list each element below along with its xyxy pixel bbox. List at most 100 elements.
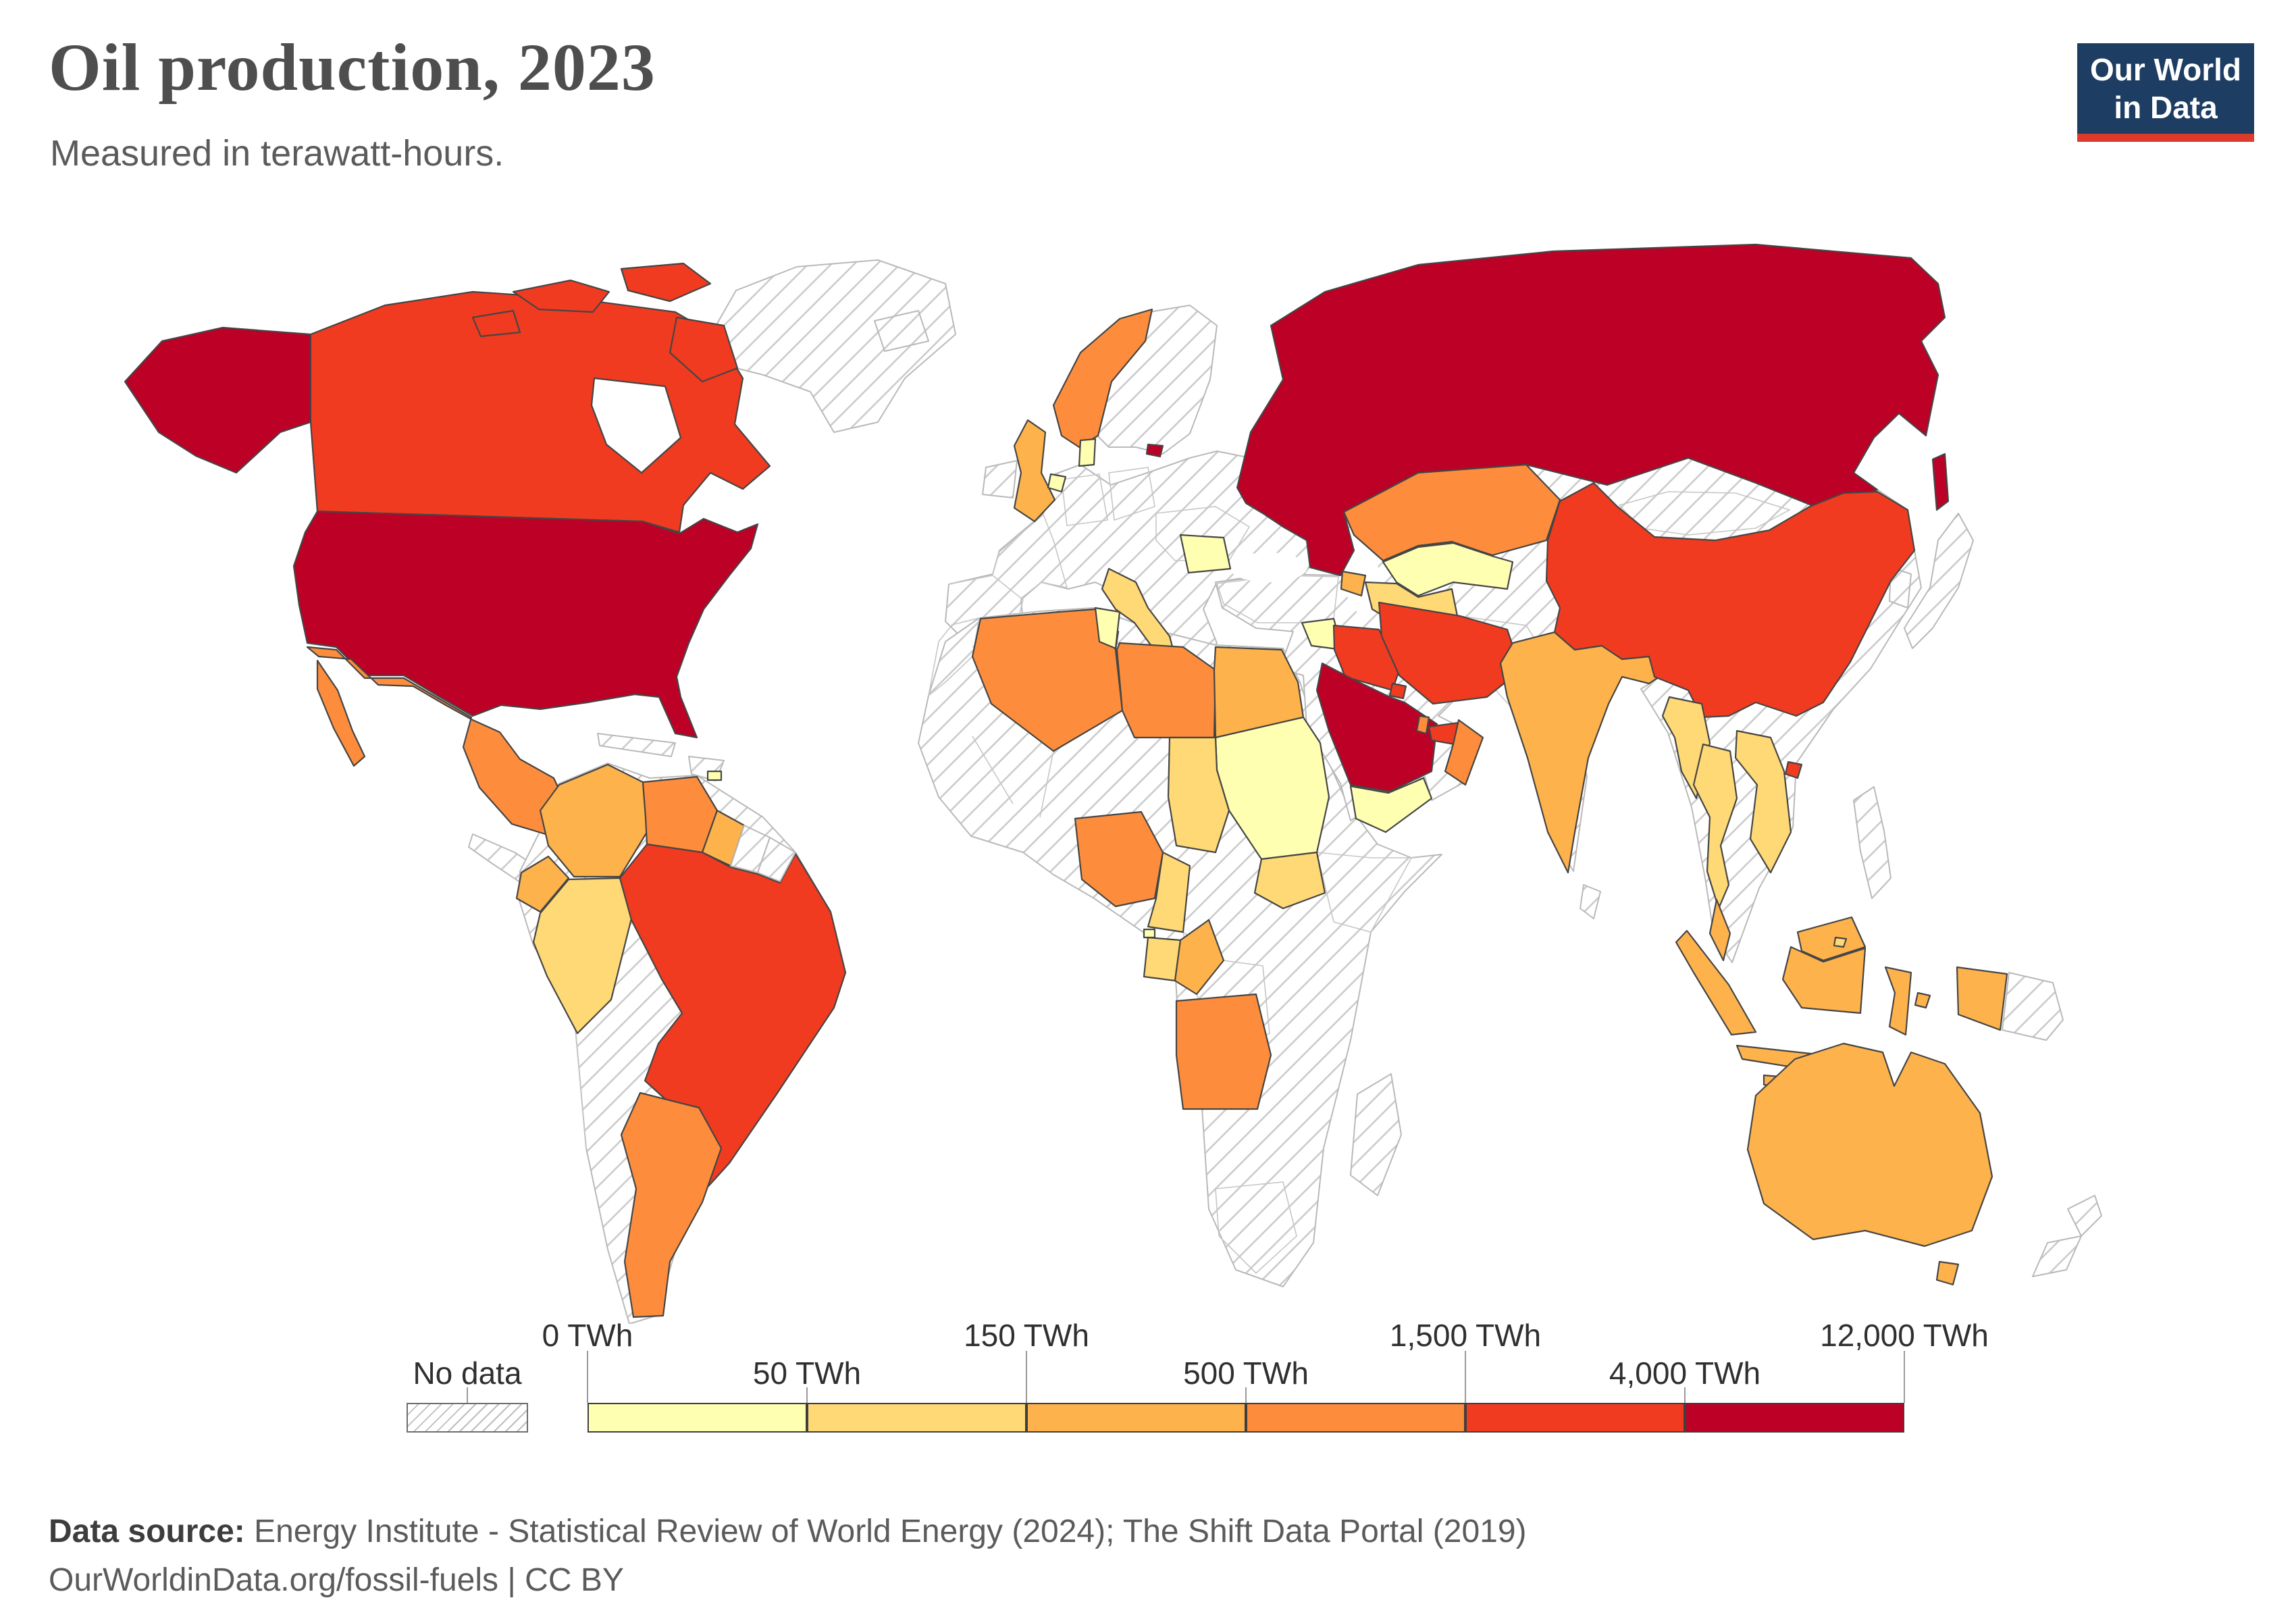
- country-mexico-baja[interactable]: [316, 659, 366, 767]
- legend-bin[interactable]: [588, 1403, 807, 1433]
- country-india[interactable]: [1499, 631, 1671, 874]
- legend-bin[interactable]: [807, 1403, 1026, 1433]
- legend-bin[interactable]: [1685, 1403, 1904, 1433]
- country-argentina[interactable]: [620, 1091, 723, 1318]
- country-tunisia[interactable]: [1094, 607, 1121, 650]
- footer-license-line[interactable]: OurWorldinData.org/fossil-fuels | CC BY: [49, 1562, 624, 1598]
- legend-tick-label: 0 TWh: [542, 1318, 633, 1353]
- country-colombia[interactable]: [539, 763, 648, 878]
- country-russia[interactable]: [1236, 243, 1946, 577]
- country-qatar[interactable]: [1415, 715, 1430, 735]
- region-papua-new-guinea[interactable]: [2002, 972, 2064, 1041]
- country-canada-baffin[interactable]: [669, 316, 739, 383]
- country-indonesia-kalimantan[interactable]: [1781, 946, 1867, 1014]
- country-oman[interactable]: [1444, 719, 1484, 786]
- country-thailand[interactable]: [1692, 743, 1738, 910]
- legend-bin[interactable]: [1465, 1403, 1685, 1433]
- footer-source-label: Data source:: [49, 1514, 245, 1549]
- legend-tick: [1684, 1387, 1686, 1403]
- country-vietnam[interactable]: [1734, 729, 1792, 874]
- page-subtitle: Measured in terawatt-hours.: [50, 133, 504, 174]
- legend-tick-label: 150 TWh: [964, 1318, 1089, 1353]
- footer-source-text: Energy Institute - Statistical Review of…: [244, 1514, 1527, 1549]
- country-indonesia-sulawesi[interactable]: [1884, 966, 1912, 1036]
- country-cameroon[interactable]: [1147, 851, 1191, 933]
- country-malaysia-peninsula[interactable]: [1708, 898, 1731, 962]
- legend-bin[interactable]: [1246, 1403, 1465, 1433]
- legend-tick: [806, 1387, 808, 1403]
- country-canada-arctic-3[interactable]: [471, 309, 521, 338]
- legend-tick-label: 500 TWh: [1183, 1356, 1309, 1391]
- region-sri-lanka[interactable]: [1580, 884, 1601, 919]
- country-united-kingdom[interactable]: [1013, 419, 1056, 523]
- footer-source-line: Data source: Energy Institute - Statisti…: [49, 1508, 1527, 1556]
- country-malaysia-borneo[interactable]: [1796, 916, 1867, 962]
- country-china[interactable]: [1545, 482, 1916, 719]
- country-kuwait[interactable]: [1388, 682, 1407, 700]
- country-romania[interactable]: [1179, 534, 1232, 574]
- owid-logo-line1: Our World: [2089, 52, 2242, 87]
- country-angola[interactable]: [1175, 993, 1272, 1110]
- country-indonesia-papua[interactable]: [1956, 966, 2008, 1031]
- legend-no-data-swatch[interactable]: [407, 1403, 528, 1433]
- region-greenland[interactable]: [708, 259, 956, 433]
- region-french-guiana[interactable]: [757, 837, 796, 882]
- legend-tick: [1026, 1351, 1027, 1403]
- country-gabon[interactable]: [1143, 936, 1182, 982]
- world-map: [124, 243, 2102, 1324]
- region-japan[interactable]: [1904, 513, 1974, 649]
- country-ecuador[interactable]: [515, 855, 570, 913]
- country-denmark[interactable]: [1078, 438, 1097, 467]
- country-australia-tasmania[interactable]: [1935, 1260, 1960, 1286]
- legend-bin[interactable]: [1026, 1403, 1246, 1433]
- region-philippines[interactable]: [1853, 786, 1891, 899]
- country-russia-sakhalin[interactable]: [1931, 453, 1950, 511]
- country-trinidad-and-tobago[interactable]: [706, 770, 723, 781]
- country-peru[interactable]: [532, 877, 633, 1035]
- region-madagascar[interactable]: [1350, 1073, 1402, 1196]
- region-ireland[interactable]: [982, 460, 1018, 498]
- country-china-hainan[interactable]: [1784, 761, 1803, 779]
- country-kazakhstan[interactable]: [1342, 463, 1561, 562]
- legend-no-data-label: No data: [413, 1356, 522, 1391]
- legend-tick-label: 12,000 TWh: [1820, 1318, 1989, 1353]
- owid-logo[interactable]: Our World in Data: [2077, 43, 2254, 142]
- country-canada-arctic-1[interactable]: [512, 279, 610, 313]
- legend-tick: [1904, 1351, 1905, 1403]
- country-azerbaijan[interactable]: [1340, 570, 1367, 597]
- owid-logo-line2: in Data: [2114, 90, 2218, 125]
- country-united-states[interactable]: [292, 510, 759, 739]
- country-brunei[interactable]: [1833, 936, 1848, 948]
- country-netherlands[interactable]: [1047, 473, 1067, 493]
- legend-scale: 0 TWh 50 TWh 150 TWh 500 TWh 1,500 TWh 4,000 …: [542, 1317, 1989, 1445]
- country-russia-kaliningrad[interactable]: [1145, 443, 1164, 458]
- country-indonesia-sumatra[interactable]: [1675, 929, 1757, 1036]
- footer: Data source: Energy Institute - Statisti…: [49, 1508, 1527, 1605]
- country-indonesia-maluku[interactable]: [1914, 992, 1931, 1009]
- country-chad[interactable]: [1167, 736, 1230, 854]
- country-saudi-arabia[interactable]: [1315, 662, 1438, 793]
- country-united-states-alaska[interactable]: [124, 326, 312, 474]
- legend-tick: [587, 1351, 588, 1403]
- legend-tick-label: 4,000 TWh: [1609, 1356, 1761, 1391]
- region-cuba[interactable]: [597, 733, 676, 757]
- legend-no-data-tick: [467, 1387, 468, 1403]
- legend-tick: [1465, 1351, 1466, 1403]
- region-south-korea[interactable]: [1889, 567, 1912, 609]
- country-yemen[interactable]: [1349, 777, 1433, 833]
- region-iceland[interactable]: [874, 310, 929, 352]
- country-republic-of-congo[interactable]: [1174, 919, 1225, 996]
- world-map-container: [0, 223, 2296, 1324]
- country-equatorial-guinea[interactable]: [1143, 928, 1156, 939]
- owid-logo-accent-bar: [2077, 134, 2254, 142]
- country-nigeria[interactable]: [1074, 810, 1164, 908]
- country-south-sudan[interactable]: [1253, 851, 1326, 910]
- legend-tick-label: 1,500 TWh: [1389, 1318, 1542, 1353]
- legend-tick-label: 50 TWh: [752, 1356, 862, 1391]
- region-new-zealand-south[interactable]: [2032, 1235, 2082, 1277]
- legend-tick: [1245, 1387, 1247, 1403]
- country-australia[interactable]: [1746, 1042, 1993, 1247]
- country-canada-arctic-2[interactable]: [620, 262, 712, 303]
- country-uzbekistan[interactable]: [1382, 542, 1514, 597]
- region-new-zealand-north[interactable]: [2067, 1195, 2102, 1237]
